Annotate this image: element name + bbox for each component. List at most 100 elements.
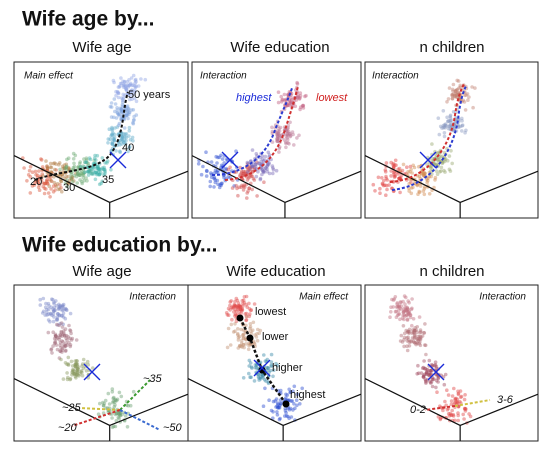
point	[432, 185, 436, 190]
point	[117, 416, 121, 421]
point	[454, 399, 459, 404]
point	[392, 163, 397, 167]
point	[263, 154, 268, 159]
point	[60, 346, 65, 351]
point	[239, 171, 244, 175]
point	[269, 360, 274, 364]
point	[115, 89, 120, 94]
point	[461, 98, 466, 103]
point	[391, 163, 395, 167]
point	[115, 108, 120, 112]
point	[120, 137, 124, 142]
point	[81, 175, 86, 180]
point	[453, 397, 457, 402]
panel-title: Wife age	[72, 263, 131, 280]
point	[114, 419, 119, 423]
point	[258, 328, 263, 333]
point	[433, 363, 437, 368]
point	[243, 328, 247, 333]
point	[82, 178, 87, 183]
point	[127, 83, 132, 88]
point	[384, 183, 389, 188]
point	[224, 166, 228, 171]
point	[267, 162, 271, 166]
point	[254, 366, 259, 370]
point	[407, 327, 412, 332]
point	[113, 398, 118, 403]
point	[129, 90, 134, 94]
point	[72, 372, 77, 377]
point	[463, 406, 468, 411]
point	[49, 187, 53, 191]
point	[399, 173, 404, 178]
point	[125, 105, 129, 109]
point	[235, 186, 239, 191]
point	[248, 164, 252, 169]
point	[130, 88, 134, 92]
point	[450, 97, 455, 101]
point	[127, 134, 131, 138]
point	[393, 158, 398, 163]
point	[43, 181, 47, 186]
point	[280, 98, 284, 102]
point	[424, 380, 428, 384]
point	[75, 361, 79, 366]
point	[116, 90, 120, 95]
point	[54, 334, 58, 339]
point	[405, 336, 409, 340]
point	[275, 137, 280, 142]
panel-frame	[364, 61, 539, 219]
point	[43, 305, 48, 310]
point	[436, 116, 441, 120]
point	[442, 131, 447, 135]
point	[283, 408, 288, 413]
point	[66, 375, 70, 380]
point	[95, 153, 100, 158]
point	[128, 97, 132, 102]
point	[69, 176, 74, 181]
point	[383, 183, 387, 187]
annotation: 50 years	[128, 89, 171, 101]
point	[244, 318, 249, 322]
point	[288, 406, 293, 411]
point	[447, 167, 452, 172]
point	[143, 77, 148, 82]
point	[96, 164, 100, 169]
point	[287, 142, 291, 146]
point	[53, 188, 57, 192]
point	[201, 164, 205, 169]
point	[409, 186, 414, 190]
point	[106, 141, 110, 145]
point	[37, 182, 42, 187]
point	[455, 400, 460, 404]
point	[57, 335, 62, 340]
point	[446, 126, 451, 131]
point	[286, 414, 290, 419]
point	[115, 106, 119, 110]
point	[121, 100, 125, 104]
point	[405, 330, 410, 335]
point	[97, 168, 101, 172]
point	[73, 363, 77, 367]
point	[107, 127, 112, 131]
point	[125, 109, 130, 113]
point	[124, 86, 129, 91]
point	[196, 162, 201, 166]
point	[57, 161, 62, 165]
point	[431, 377, 435, 382]
annotation: highest	[290, 389, 325, 401]
point	[428, 369, 433, 373]
point	[103, 168, 107, 173]
point	[96, 165, 100, 169]
point	[272, 368, 276, 373]
point	[45, 178, 49, 182]
point	[271, 167, 276, 172]
point	[63, 344, 68, 349]
point	[464, 407, 468, 411]
point	[51, 161, 56, 166]
point	[67, 323, 71, 328]
point	[446, 97, 451, 101]
point	[112, 137, 116, 141]
point	[238, 172, 243, 177]
point	[396, 308, 401, 313]
